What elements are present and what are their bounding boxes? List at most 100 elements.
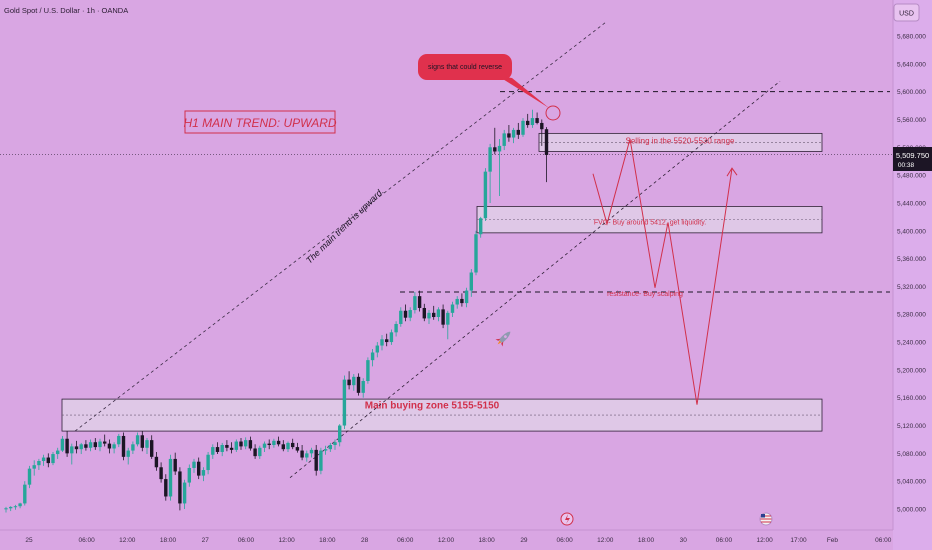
candle [446,310,450,340]
candle-body [427,312,431,319]
y-tick-label: 5,080.000 [897,451,926,458]
candle [164,474,168,501]
candle-body [51,454,55,464]
price-axis-panel [893,0,932,550]
symbol-title[interactable]: Gold Spot / U.S. Dollar · 1h · OANDA [4,6,128,15]
candle-body [135,435,140,445]
candle [380,335,384,351]
zones-layer: Selling in the 5520-5530 range FVG- Buy a… [61,132,823,432]
x-tick-label: 30 [680,537,688,544]
candle [84,440,88,451]
y-tick-label: 5,040.000 [897,479,926,486]
candle [474,230,478,276]
candle [422,303,426,322]
candle [239,438,243,450]
x-tick-label: 18:00 [638,537,655,544]
y-tick-label: 5,240.000 [897,340,926,347]
candle-body [446,312,450,325]
candle-body [535,118,539,123]
x-tick-label: 18:00 [160,537,177,544]
candle-body [408,310,412,318]
candle-body [98,441,102,448]
candle-body [197,461,201,476]
us-flag-icon[interactable] [759,512,773,526]
candle-body [366,360,370,382]
candle [469,269,473,297]
candle-body [352,376,356,386]
candle [192,458,196,473]
candle-body [394,323,398,333]
candle-body [9,506,13,509]
reversal-callout-box [418,54,512,80]
candle [234,439,238,452]
candle [408,307,412,322]
candle-body [464,290,469,304]
candle [361,378,365,398]
candle [493,127,497,155]
candle-body [385,339,389,343]
y-tick-label: 5,680.000 [897,34,926,41]
y-tick-label: 5,280.000 [897,312,926,319]
candle [41,454,46,466]
candle [182,479,187,509]
candle [126,447,130,465]
candle-body [441,309,445,325]
candle-body [262,443,267,448]
currency-label: USD [899,11,914,18]
candle [483,168,488,222]
candle [248,436,253,451]
candle-body [131,444,135,451]
candle-body [121,435,126,457]
candle-body [309,449,314,454]
candle-body [338,425,342,443]
candle [511,127,516,144]
x-tick-label: 06:00 [78,537,95,544]
candle [79,442,83,455]
candle-body [319,450,323,471]
candle [305,450,309,462]
candle-body [117,435,121,445]
candle [479,216,483,238]
x-tick-label: 06:00 [875,537,892,544]
y-tick-label: 5,360.000 [897,256,926,263]
fvg-zone-label: FVG- Buy around 5412, get liquidity. [594,219,706,226]
candle [488,143,492,203]
candle-body [229,447,234,450]
candle-body [413,296,417,311]
x-tick-label: 12:00 [438,537,455,544]
candle [23,481,27,506]
candle [93,438,97,450]
y-tick-label: 5,000.000 [897,507,926,514]
candle [220,442,224,457]
candle-body [403,310,408,318]
candle-body [530,118,535,126]
candle-body [370,352,375,361]
candle [229,442,234,454]
resistance-label: resistance- Buy scalping [607,291,683,298]
y-tick-label: 5,120.000 [897,423,926,430]
candle-body [258,447,262,457]
candle-body [342,379,347,426]
candle [464,287,469,308]
x-tick-label: 12:00 [119,537,136,544]
candle-body [239,441,243,447]
event-flash-icon[interactable] [560,512,574,526]
currency-button[interactable] [893,3,920,22]
candle-body [399,310,403,324]
candle [328,442,332,452]
candle-body [84,444,88,448]
candle-body [46,457,50,464]
candle [502,129,506,151]
candle-body [436,309,441,318]
candle-body [323,449,328,451]
candle [385,333,389,347]
candle-body [187,467,191,483]
candle [154,451,159,471]
candle [286,441,290,452]
trend-title: H1 MAIN TREND: UPWARD [183,116,336,130]
candle [352,374,356,391]
candle [65,431,69,457]
candle [314,445,318,476]
candle [526,113,530,128]
